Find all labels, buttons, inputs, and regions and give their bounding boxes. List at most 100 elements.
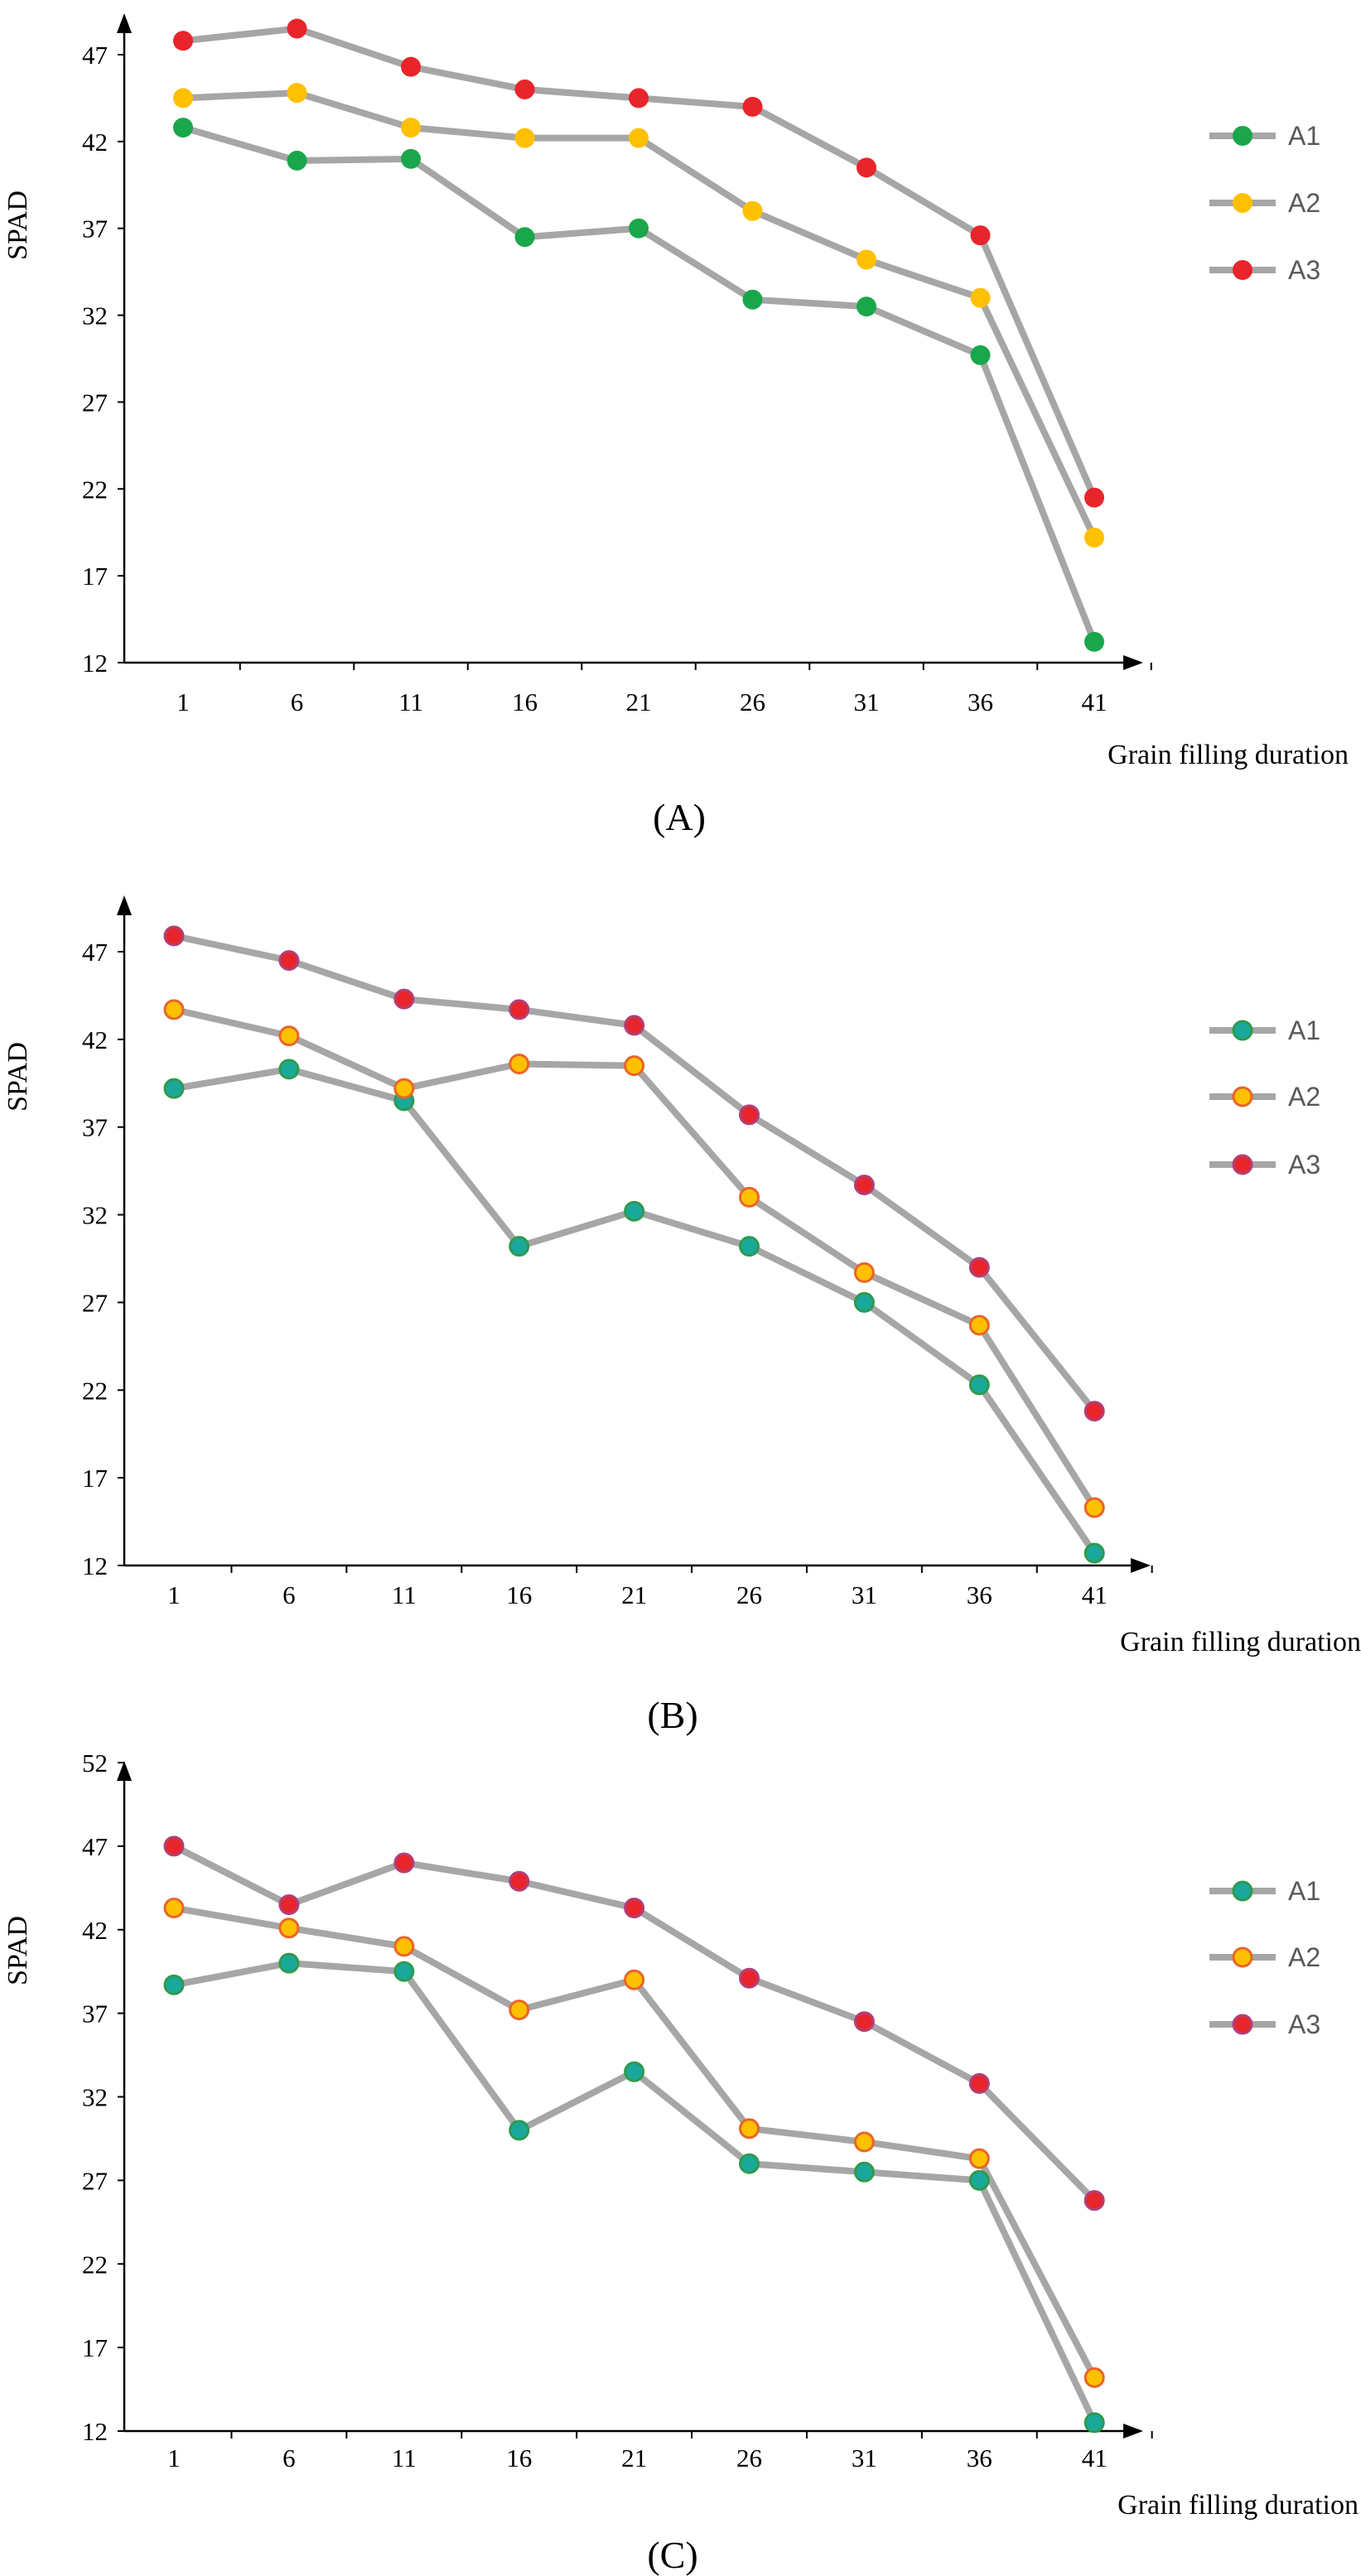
x-tick-label: 41 <box>1082 687 1108 716</box>
data-point-a1 <box>968 1374 990 1396</box>
x-axis-title: Grain filling duration <box>1117 2490 1359 2521</box>
y-tick-label: 47 <box>82 938 108 967</box>
x-tick-label: 1 <box>167 2443 181 2472</box>
data-point-a1 <box>1084 631 1104 652</box>
data-point-a2 <box>509 2000 530 2021</box>
data-point-a1 <box>624 2061 645 2082</box>
x-tick-label: 11 <box>392 1580 417 1609</box>
data-point-a3 <box>970 225 991 246</box>
legend-marker-a2 <box>1233 193 1252 213</box>
y-tick-label: 27 <box>82 388 108 417</box>
y-tick-label: 47 <box>82 41 108 70</box>
y-tick-label: 52 <box>82 1749 108 1778</box>
data-point-a1 <box>629 218 649 239</box>
legend-label-a3: A3 <box>1288 1150 1320 1179</box>
panel-label: (A) <box>653 796 706 838</box>
data-point-a2 <box>163 999 185 1020</box>
x-tick-label: 41 <box>1082 1580 1108 1609</box>
y-tick-label: 12 <box>82 649 108 678</box>
data-point-a3 <box>624 1015 645 1036</box>
data-point-a2 <box>278 1918 300 1939</box>
legend-marker-a3 <box>1232 2014 1253 2035</box>
legend-label-a1: A1 <box>1288 121 1320 151</box>
data-point-a3 <box>968 2072 990 2094</box>
x-tick-label: 1 <box>167 1580 181 1609</box>
x-tick-label: 16 <box>512 687 538 716</box>
data-point-a2 <box>853 1261 875 1283</box>
data-point-a2 <box>163 1898 185 1919</box>
x-tick-label: 6 <box>282 1580 296 1609</box>
x-tick-label: 36 <box>968 687 993 716</box>
data-point-a3 <box>742 96 763 117</box>
x-tick-label: 31 <box>852 1580 877 1609</box>
data-point-a2 <box>509 1053 530 1074</box>
x-tick-label: 6 <box>282 2443 296 2472</box>
x-tick-label: 26 <box>740 687 765 716</box>
legend-marker-a2 <box>1232 1946 1253 1968</box>
panel-label: (C) <box>647 2534 697 2576</box>
data-point-a2 <box>401 118 421 138</box>
y-tick-label: 47 <box>82 1832 108 1861</box>
series-line-a1 <box>173 1960 1098 2424</box>
y-tick-label: 22 <box>82 475 108 504</box>
data-point-a1 <box>278 1952 300 1974</box>
x-tick-label: 31 <box>854 687 880 716</box>
y-axis-arrow-icon <box>117 895 132 915</box>
data-point-a3 <box>968 1257 990 1278</box>
y-tick-label: 37 <box>82 215 108 244</box>
y-tick-label: 17 <box>82 562 108 591</box>
x-tick-label: 16 <box>506 2443 532 2472</box>
data-point-a1 <box>739 1236 760 1257</box>
data-point-a2 <box>857 249 876 270</box>
data-point-a3 <box>1083 1401 1105 1422</box>
x-tick-label: 26 <box>736 1580 762 1609</box>
data-point-a3 <box>853 1175 875 1196</box>
data-point-a1 <box>853 1291 875 1313</box>
x-tick-label: 36 <box>967 1580 992 1609</box>
data-point-a3 <box>629 88 649 109</box>
legend-label-a1: A1 <box>1288 1876 1320 1906</box>
data-point-a2 <box>173 88 193 109</box>
data-point-a2 <box>1083 2366 1105 2388</box>
data-point-a2 <box>739 2118 760 2139</box>
y-tick-label: 32 <box>82 301 108 330</box>
legend-label-a1: A1 <box>1288 1015 1320 1045</box>
data-point-a2 <box>624 1969 645 1990</box>
data-point-a1 <box>163 1078 185 1099</box>
data-point-a3 <box>393 988 415 1010</box>
x-tick-label: 21 <box>621 2443 647 2472</box>
data-point-a2 <box>742 200 763 221</box>
data-point-a3 <box>1083 2190 1105 2212</box>
x-axis-title: Grain filling duration <box>1108 740 1349 770</box>
data-point-a2 <box>287 83 307 104</box>
data-point-a1 <box>509 2120 530 2141</box>
series-line-a2 <box>173 1006 1098 1510</box>
data-point-a1 <box>163 1974 185 1995</box>
x-tick-label: 11 <box>398 687 423 716</box>
data-point-a1 <box>173 118 193 138</box>
data-point-a3 <box>401 56 421 77</box>
y-axis-title: SPAD <box>2 1916 33 1985</box>
data-point-a1 <box>853 2161 875 2183</box>
data-point-a2 <box>1083 1497 1105 1518</box>
data-point-a2 <box>278 1025 300 1047</box>
y-tick-label: 12 <box>82 1551 108 1580</box>
data-point-a3 <box>739 1967 760 1989</box>
data-point-a3 <box>739 1104 760 1126</box>
legend-marker-a1 <box>1232 1020 1253 1041</box>
x-tick-label: 6 <box>291 687 304 716</box>
legend-label-a3: A3 <box>1288 2009 1320 2039</box>
data-point-a3 <box>509 1870 530 1892</box>
y-tick-label: 42 <box>82 1916 108 1945</box>
data-point-a1 <box>401 148 421 169</box>
data-point-a1 <box>739 2153 760 2174</box>
data-point-a2 <box>853 2131 875 2153</box>
data-point-a2 <box>629 128 649 148</box>
panel-label: (B) <box>647 1694 697 1736</box>
x-tick-label: 41 <box>1082 2443 1108 2472</box>
data-point-a1 <box>509 1236 530 1257</box>
series-line-a3 <box>173 933 1098 1414</box>
data-point-a3 <box>163 1836 185 1857</box>
y-axis-arrow-icon <box>117 13 132 33</box>
